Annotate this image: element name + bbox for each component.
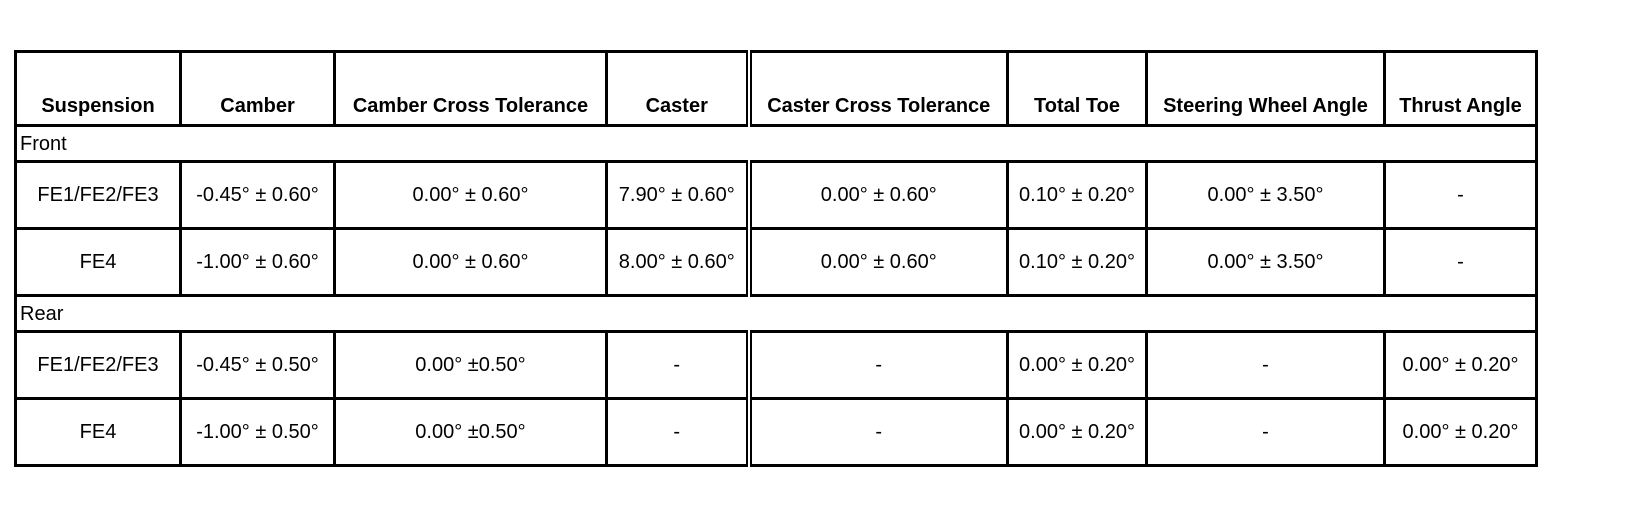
table-cell: 0.00° ±0.50° <box>333 397 608 467</box>
table-cell: -1.00° ± 0.50° <box>179 397 336 467</box>
data-row: FE4 -1.00° ± 0.50° 0.00° ±0.50° - -0.00° ± 0… <box>14 397 1538 467</box>
table-cell: 0.00° ± 0.60° <box>333 227 608 297</box>
column-header: Total Toe <box>1006 50 1148 127</box>
table-cell: FE1/FE2/FE3 <box>14 330 182 400</box>
table-cell: - <box>605 330 752 400</box>
column-header: Steering Wheel Angle <box>1145 50 1386 127</box>
table-cell: 0.10° ± 0.20° <box>1006 160 1148 230</box>
column-header: Camber <box>179 50 336 127</box>
table-cell: - <box>747 330 1009 400</box>
section-label: Rear <box>14 294 1538 333</box>
column-header: Caster Cross Tolerance <box>747 50 1009 127</box>
section-label: Front <box>14 124 1538 163</box>
column-header: Camber Cross Tolerance <box>333 50 608 127</box>
table-cell: 0.00° ± 3.50° <box>1145 160 1386 230</box>
column-header: Suspension <box>14 50 182 127</box>
table-cell: 0.00° ± 0.20° <box>1383 330 1538 400</box>
table-cell: 0.00° ± 0.60° <box>747 227 1009 297</box>
table-cell: FE1/FE2/FE3 <box>14 160 182 230</box>
table-cell: - <box>605 397 752 467</box>
table-cell: - <box>1383 160 1538 230</box>
table-cell: 0.10° ± 0.20° <box>1006 227 1148 297</box>
data-row: FE1/FE2/FE3 -0.45° ± 0.60° 0.00° ± 0.60° 7.… <box>14 160 1538 230</box>
column-header: Thrust Angle <box>1383 50 1538 127</box>
header-row: Suspension Camber Camber Cross Tolerance Ca… <box>14 50 1538 127</box>
section-row: Rear <box>14 294 1538 333</box>
data-row: FE4 -1.00° ± 0.60° 0.00° ± 0.60° 8.00° ± 0.… <box>14 227 1538 297</box>
table-cell: 0.00° ± 0.20° <box>1383 397 1538 467</box>
table-cell: 0.00° ± 0.20° <box>1006 397 1148 467</box>
table-cell: -0.45° ± 0.60° <box>179 160 336 230</box>
table-cell: - <box>1145 330 1386 400</box>
section-row: Front <box>14 124 1538 163</box>
alignment-table: Suspension Camber Camber Cross Tolerance Ca… <box>14 50 1538 467</box>
table-cell: 7.90° ± 0.60° <box>605 160 752 230</box>
table-cell: 0.00° ± 0.20° <box>1006 330 1148 400</box>
table-cell: - <box>747 397 1009 467</box>
table-cell: - <box>1383 227 1538 297</box>
table-cell: FE4 <box>14 397 182 467</box>
table-cell: 0.00° ± 0.60° <box>333 160 608 230</box>
table-cell: 8.00° ± 0.60° <box>605 227 752 297</box>
table-cell: -1.00° ± 0.60° <box>179 227 336 297</box>
column-header: Caster <box>605 50 752 127</box>
table-cell: -0.45° ± 0.50° <box>179 330 336 400</box>
table-cell: 0.00° ± 3.50° <box>1145 227 1386 297</box>
table-cell: 0.00° ± 0.60° <box>747 160 1009 230</box>
table-cell: - <box>1145 397 1386 467</box>
data-row: FE1/FE2/FE3 -0.45° ± 0.50° 0.00° ±0.50° - -0… <box>14 330 1538 400</box>
table-body: Front FE1/FE2/FE3 -0.45° ± 0.60° 0.00° ± 0.… <box>14 124 1538 467</box>
table-cell: FE4 <box>14 227 182 297</box>
table-cell: 0.00° ±0.50° <box>333 330 608 400</box>
